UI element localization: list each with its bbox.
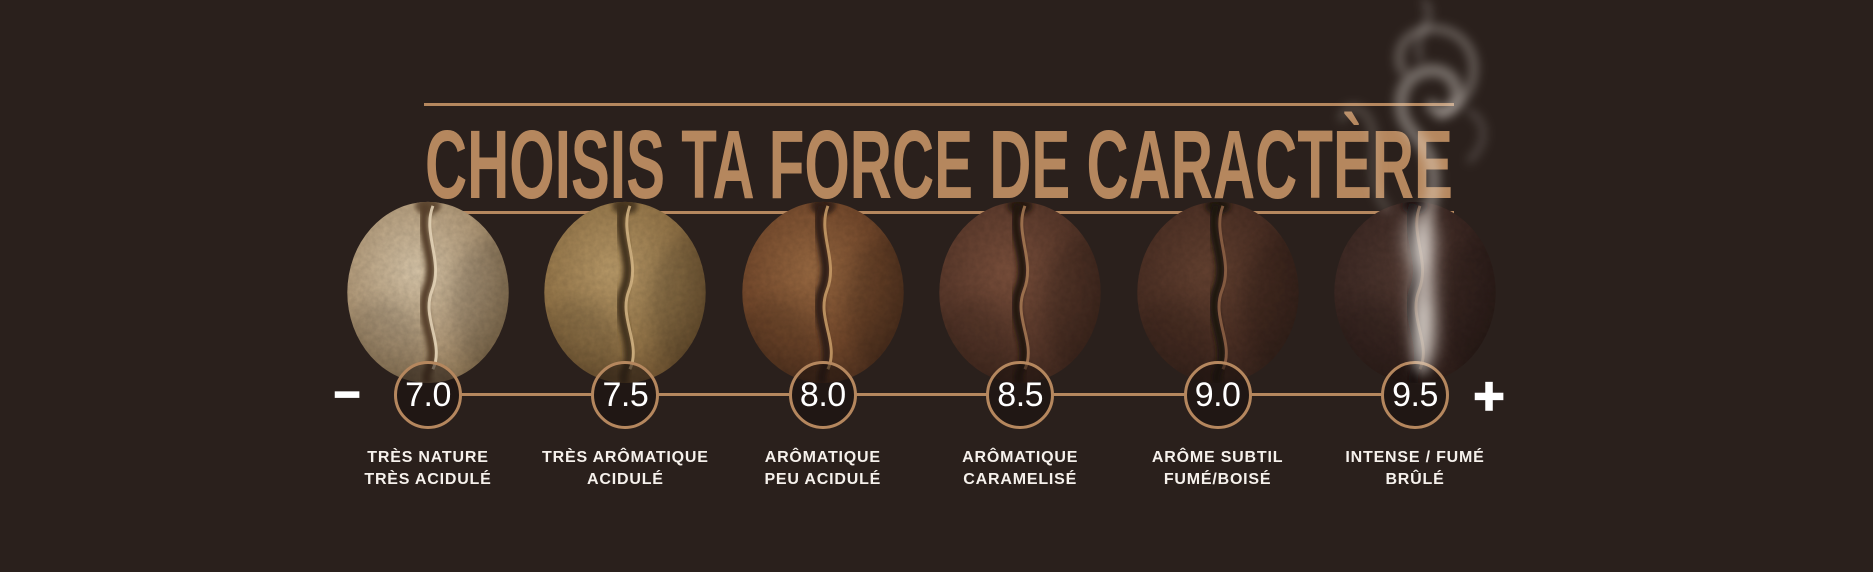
coffee-bean-image (936, 198, 1104, 385)
strength-value: 7.0 (405, 375, 451, 414)
page-title-text: CHOISIS TA FORCE DE CARACTÈRE (425, 110, 1453, 214)
coffee-bean-image (1134, 198, 1302, 385)
scale-connector-line (855, 393, 988, 396)
strength-label-line1: TRÈS ARÔMATIQUE (542, 449, 709, 466)
strength-level[interactable]: 8.5 ARÔMATIQUE CARAMELISÉ (921, 0, 1119, 572)
strength-badge[interactable]: 8.0 (788, 361, 857, 429)
strength-label: ARÔME SUBTIL FUMÉ/BOISÉ (1109, 447, 1327, 491)
strength-label: INTENSE / FUMÉ BRÛLÉ (1306, 447, 1524, 491)
strength-label: TRÈS NATURE TRÈS ACIDULÉ (319, 447, 537, 491)
strength-value: 8.0 (799, 375, 846, 414)
strength-label-line1: INTENSE / FUMÉ (1345, 449, 1485, 466)
strength-value: 9.5 (1392, 375, 1438, 414)
strength-level[interactable]: 8.0 ARÔMATIQUE PEU ACIDULÉ (724, 0, 922, 572)
plus-icon: + (1472, 365, 1505, 427)
strength-label-line1: ARÔMATIQUE (962, 449, 1079, 466)
strength-label-line2: CARAMELISÉ (963, 471, 1078, 488)
title-top-rule (424, 103, 1454, 106)
strength-badge[interactable]: 9.5 (1381, 361, 1449, 429)
page-title: CHOISIS TA FORCE DE CARACTÈRE (425, 110, 1453, 214)
strength-value: 9.0 (1194, 375, 1241, 414)
coffee-bean-image (344, 198, 512, 385)
strength-label-line2: TRÈS ACIDULÉ (364, 471, 492, 488)
strength-label: ARÔMATIQUE CARAMELISÉ (911, 447, 1129, 491)
coffee-bean-image (541, 198, 709, 385)
scale-connector-line (1053, 393, 1185, 396)
strength-label: TRÈS ARÔMATIQUE ACIDULÉ (516, 447, 734, 491)
strength-value: 8.5 (997, 375, 1044, 414)
strength-level[interactable]: 9.5 INTENSE / FUMÉ BRÛLÉ (1316, 0, 1514, 572)
strength-label-line1: TRÈS NATURE (367, 449, 489, 466)
strength-level[interactable]: 9.0 ARÔME SUBTIL FUMÉ/BOISÉ (1119, 0, 1317, 572)
strength-value: 7.5 (602, 375, 649, 414)
strength-label-line1: ARÔME SUBTIL (1151, 449, 1284, 466)
strength-badge[interactable]: 7.5 (591, 361, 660, 429)
strength-label-line2: FUMÉ/BOISÉ (1163, 471, 1272, 488)
scale-connector-line (658, 393, 790, 396)
scale-connector-line (461, 393, 593, 396)
strength-label-line1: ARÔMATIQUE (764, 449, 881, 466)
strength-level[interactable]: 7.5 TRÈS ARÔMATIQUE ACIDULÉ (526, 0, 724, 572)
strength-label-line2: ACIDULÉ (587, 471, 664, 488)
strength-level[interactable]: 7.0 TRÈS NATURE TRÈS ACIDULÉ (329, 0, 527, 572)
strength-label-line2: PEU ACIDULÉ (764, 471, 882, 488)
title-bottom-rule (424, 211, 1454, 214)
strength-badge[interactable]: 8.5 (986, 361, 1055, 429)
strength-badge[interactable]: 9.0 (1183, 361, 1252, 429)
scale-connector-line (1250, 393, 1382, 396)
strength-badge[interactable]: 7.0 (394, 361, 462, 429)
minus-icon: − (333, 367, 361, 421)
strength-label-line2: BRÛLÉ (1385, 471, 1445, 488)
coffee-bean-image (739, 198, 907, 385)
strength-label: ARÔMATIQUE PEU ACIDULÉ (714, 447, 932, 491)
coffee-bean-image (1331, 198, 1499, 385)
